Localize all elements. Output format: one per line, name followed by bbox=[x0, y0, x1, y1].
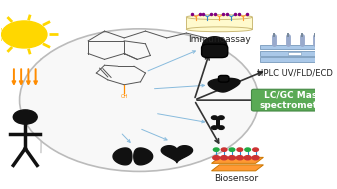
Polygon shape bbox=[134, 148, 153, 165]
Circle shape bbox=[218, 116, 224, 119]
Circle shape bbox=[221, 148, 227, 151]
FancyBboxPatch shape bbox=[202, 44, 228, 58]
Circle shape bbox=[13, 110, 37, 124]
Circle shape bbox=[244, 156, 251, 160]
Polygon shape bbox=[113, 148, 132, 165]
Circle shape bbox=[213, 156, 220, 160]
Polygon shape bbox=[212, 165, 264, 171]
Polygon shape bbox=[161, 146, 192, 163]
Polygon shape bbox=[212, 157, 264, 163]
Text: HPLC UV/FLD/ECD: HPLC UV/FLD/ECD bbox=[257, 68, 333, 77]
Circle shape bbox=[228, 156, 236, 160]
Text: Biosensor: Biosensor bbox=[215, 174, 259, 183]
Circle shape bbox=[20, 29, 259, 171]
Text: OH: OH bbox=[120, 94, 128, 99]
Circle shape bbox=[245, 148, 250, 151]
FancyBboxPatch shape bbox=[288, 52, 301, 55]
Circle shape bbox=[218, 126, 224, 129]
FancyBboxPatch shape bbox=[260, 45, 330, 50]
FancyBboxPatch shape bbox=[260, 51, 330, 56]
Circle shape bbox=[236, 156, 243, 160]
Text: LC/GC Mass
spectrometry: LC/GC Mass spectrometry bbox=[259, 90, 328, 110]
Polygon shape bbox=[203, 37, 227, 46]
FancyBboxPatch shape bbox=[218, 75, 229, 82]
Circle shape bbox=[213, 148, 219, 151]
Circle shape bbox=[2, 21, 47, 48]
FancyBboxPatch shape bbox=[260, 57, 330, 62]
Text: Immunoassay: Immunoassay bbox=[188, 35, 251, 44]
Bar bbox=[186, 17, 252, 29]
Circle shape bbox=[252, 156, 259, 160]
FancyBboxPatch shape bbox=[251, 89, 335, 111]
Circle shape bbox=[211, 116, 217, 119]
Circle shape bbox=[229, 148, 235, 151]
Bar bbox=[216, 118, 220, 128]
Ellipse shape bbox=[186, 15, 252, 19]
Circle shape bbox=[237, 148, 243, 151]
Circle shape bbox=[221, 156, 227, 160]
Polygon shape bbox=[208, 78, 240, 92]
Circle shape bbox=[211, 126, 217, 129]
Ellipse shape bbox=[186, 27, 252, 32]
Circle shape bbox=[253, 148, 258, 151]
